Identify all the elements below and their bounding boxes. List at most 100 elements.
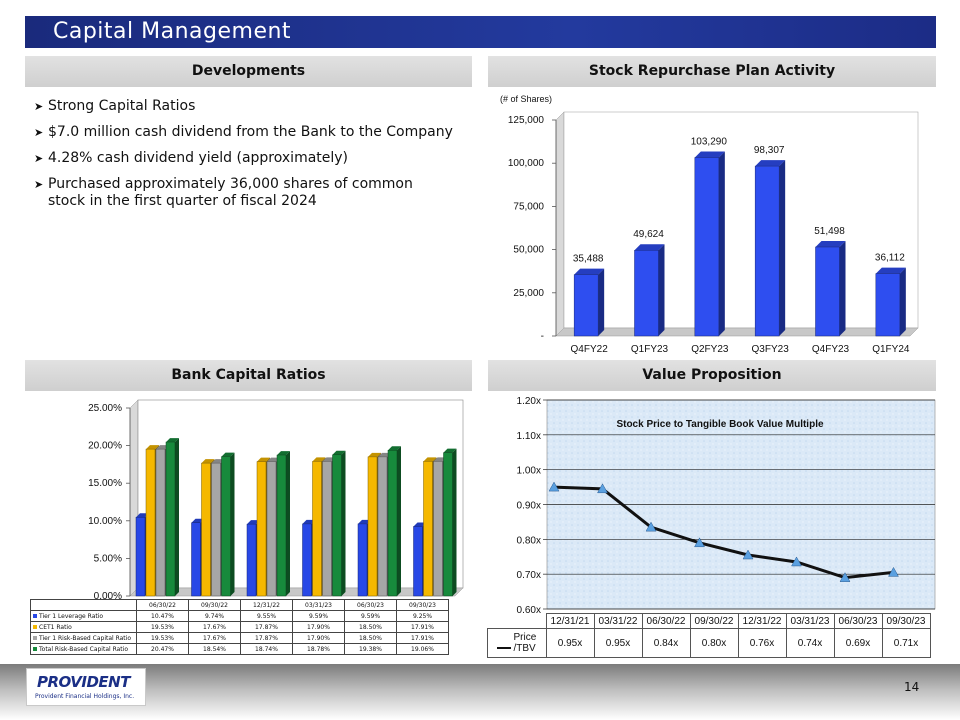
- table-cell: 18.54%: [188, 643, 241, 655]
- arrow-bullet-icon: ➤: [34, 126, 44, 139]
- ratio-bar: [443, 452, 453, 597]
- data-point-marker: [548, 481, 560, 492]
- title-bar: Capital Management: [25, 16, 936, 48]
- legend-swatch: [33, 614, 37, 618]
- bank-ratios-header: Bank Capital Ratios: [25, 360, 472, 391]
- data-point-marker: [694, 537, 705, 548]
- repurchase-bar-top: [875, 267, 906, 274]
- repurchase-bar-side: [598, 268, 605, 336]
- repurchase-bar-top: [574, 268, 605, 275]
- ratio-bar-side: [452, 448, 457, 596]
- arrow-bullet-icon: ➤: [34, 152, 44, 165]
- ratio-bar: [322, 461, 332, 597]
- table-cell: 10.47%: [136, 610, 189, 622]
- table-header-cell: 06/30/22: [136, 599, 189, 611]
- ratios-data-table: 06/30/22 09/30/22 12/31/22 03/31/23 06/30/23…: [30, 599, 449, 655]
- table-cell: 17.90%: [292, 632, 345, 644]
- table-cell: 0.76x: [737, 628, 787, 658]
- repurchase-bar-side: [779, 160, 786, 336]
- bullet-item: ➤ $7.0 million cash dividend from the Ban…: [34, 124, 453, 140]
- ratio-bar: [332, 454, 342, 597]
- table-header-cell: 12/31/21: [545, 613, 595, 629]
- table-cell: 19.06%: [396, 643, 449, 655]
- table-cell: 0.74x: [785, 628, 835, 658]
- table-cell: 17.90%: [292, 621, 345, 633]
- ratio-bar-top: [443, 448, 457, 453]
- table-cell: 9.25%: [396, 610, 449, 622]
- legend-swatch: [33, 636, 37, 640]
- table-cell: 18.50%: [344, 621, 397, 633]
- ratio-bar: [423, 461, 433, 597]
- ratio-bar: [201, 462, 211, 597]
- y-tick-label: 75,000: [513, 201, 544, 212]
- bar-data-label: 36,112: [875, 253, 905, 264]
- page-number: 14: [904, 680, 920, 694]
- x-tick-label: Q3FY23: [752, 344, 790, 355]
- ratio-bar: [312, 461, 322, 597]
- legend-swatch: [33, 625, 37, 629]
- repurchase-bar: [573, 274, 599, 337]
- ratio-bar-side: [175, 438, 179, 596]
- repurchase-header: Stock Repurchase Plan Activity: [488, 56, 936, 87]
- table-cell: 19.38%: [344, 643, 397, 655]
- chart-back-wall: [563, 111, 919, 329]
- arrow-bullet-icon: ➤: [34, 100, 44, 113]
- table-row: CET1 Ratio 19.53% 17.67% 17.87% 17.90% 18.50%…: [30, 621, 449, 633]
- ratio-bar: [211, 462, 221, 597]
- table-cell: 19.53%: [136, 621, 189, 633]
- ratio-bar-top: [277, 451, 290, 456]
- table-cell: 0.95x: [545, 628, 595, 658]
- chart-floor: [555, 327, 919, 337]
- table-row: Price /TBV 0.95x 0.95x 0.84x 0.80x 0.76x 0.74x…: [487, 628, 931, 658]
- table-header-cell: 03/31/23: [785, 613, 835, 629]
- ratio-bar-top: [166, 438, 179, 443]
- table-cell: 17.67%: [188, 621, 241, 633]
- ratio-bar: [367, 456, 378, 597]
- logo-subtitle: Provident Financial Holdings, Inc.: [35, 693, 135, 700]
- y-tick-label: 25,000: [513, 288, 544, 299]
- y-tick-label: 25.00%: [88, 403, 122, 414]
- bar-data-label: 35,488: [573, 254, 604, 265]
- company-logo: PROVIDENT Provident Financial Holdings, …: [26, 668, 146, 706]
- table-header-cell: 09/30/23: [396, 599, 449, 611]
- x-tick-label: Q1FY23: [631, 344, 669, 355]
- ratio-bar: [135, 517, 146, 597]
- y-tick-label: 1.20x: [517, 396, 541, 407]
- bullet-item: ➤ Purchased approximately 36,000 shares o…: [34, 176, 413, 209]
- ratio-bar: [221, 456, 231, 597]
- price-tbv-line: [553, 485, 894, 580]
- series-label: Tier 1 Leverage Ratio: [30, 610, 137, 622]
- repurchase-bar: [694, 157, 720, 337]
- ratio-bar: [433, 461, 443, 597]
- series-label: Total Risk-Based Capital Ratio: [30, 643, 137, 655]
- y-tick-label: 100,000: [508, 158, 545, 169]
- repurchase-bar-side: [899, 267, 906, 336]
- ratio-bar: [276, 454, 287, 597]
- chart-floor: [129, 587, 464, 597]
- ratio-bar: [302, 523, 312, 597]
- ratio-bar: [256, 461, 267, 597]
- table-header-cell: 06/30/23: [344, 599, 397, 611]
- ratio-bar: [357, 523, 368, 597]
- value-prop-chart: 0.60x 0.70x 0.80x 0.90x 1.00x 1.10x 1.20x Stock…: [517, 396, 936, 614]
- y-tick-label: 0.70x: [517, 570, 541, 581]
- y-tick-label: 125,000: [508, 115, 545, 126]
- bullet-item: ➤ Strong Capital Ratios: [34, 98, 196, 114]
- ratio-bar-top: [312, 457, 326, 462]
- table-cell: 18.74%: [240, 643, 293, 655]
- table-header-cell: 03/31/22: [593, 613, 643, 629]
- ratio-bar: [155, 448, 166, 597]
- ratio-bar: [266, 461, 277, 597]
- table-cell: 17.87%: [240, 621, 293, 633]
- y-tick-label: 50,000: [513, 245, 544, 256]
- repurchase-bar-side: [839, 241, 846, 336]
- ratio-bar: [387, 450, 398, 597]
- table-cell: 18.78%: [292, 643, 345, 655]
- data-point-marker: [888, 566, 899, 577]
- y-tick-label: 1.00x: [517, 466, 541, 477]
- table-cell: 0.69x: [833, 628, 883, 658]
- table-header-cell: 12/31/22: [240, 599, 293, 611]
- ratio-bar-side: [286, 451, 290, 596]
- ratio-bar-top: [257, 457, 270, 462]
- ratio-bar-side: [341, 450, 346, 596]
